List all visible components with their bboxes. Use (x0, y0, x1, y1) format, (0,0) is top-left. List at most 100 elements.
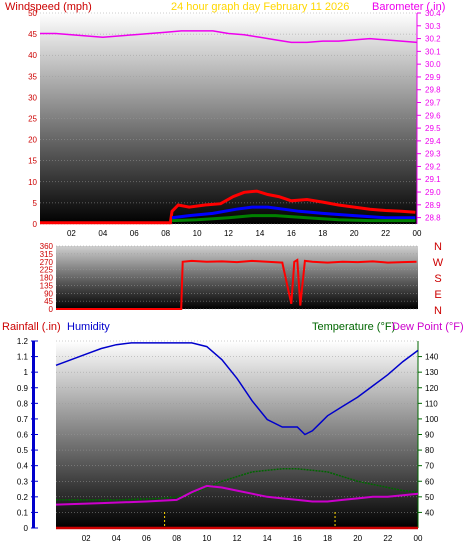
y-left-tick-label: 15 (28, 157, 37, 166)
x-tick-label: 14 (263, 534, 272, 543)
y-right-tick-label: 70 (425, 462, 434, 471)
y-right-tick-label: 30.4 (425, 9, 441, 18)
y-right-tick-label: 29.7 (425, 99, 441, 108)
y-right-tick-label: 80 (425, 446, 434, 455)
y-right-tick-label: 30.0 (425, 60, 441, 69)
x-tick-label: 08 (172, 534, 181, 543)
x-tick-label: 14 (255, 229, 264, 238)
y-right-tick-label: 29.5 (425, 124, 441, 133)
y-right-tick-label: 28.8 (425, 214, 441, 223)
rainfall-axis-label: Rainfall (.in) (2, 321, 61, 333)
y-tick-label: 315 (40, 250, 54, 259)
x-tick-label: 12 (233, 534, 242, 543)
y-right-tick-label: 29.0 (425, 188, 441, 197)
y-tick-label: 135 (40, 281, 54, 290)
compass-label: W (433, 257, 444, 269)
dewpoint-axis-label: Dew Point (°F) (392, 321, 464, 333)
y-right-tick-label: 29.6 (425, 111, 441, 120)
y-right-tick-label: 100 (425, 415, 439, 424)
x-tick-label: 06 (142, 534, 151, 543)
y-right-tick-label: 28.9 (425, 201, 441, 210)
wind-series-line (171, 205, 416, 220)
windspeed-axis-label: Windspeed (mph) (5, 1, 92, 13)
humidity-line (55, 342, 419, 436)
y-right-tick-label: 29.3 (425, 150, 441, 159)
x-tick-label: 16 (293, 534, 302, 543)
y-left-tick-label: 25 (28, 115, 37, 124)
y-left-tick-label: 0.6 (17, 431, 29, 440)
x-tick-label: 02 (82, 534, 91, 543)
rain-scale-bar (32, 341, 35, 528)
y-left-tick-label: 30 (28, 93, 37, 102)
compass-label: N (434, 305, 442, 317)
wind-chart-area (40, 13, 417, 224)
wind-direction-line (56, 258, 417, 310)
y-right-tick-label: 40 (425, 508, 434, 517)
x-tick-label: 16 (287, 229, 296, 238)
y-left-tick-label: 5 (33, 199, 38, 208)
y-right-tick-label: 29.9 (425, 73, 441, 82)
y-tick-label: 45 (44, 297, 53, 306)
y-left-tick-label: 10 (28, 178, 37, 187)
x-tick-label: 12 (224, 229, 233, 238)
x-tick-label: 06 (130, 229, 139, 238)
barometer-line (40, 30, 418, 44)
x-tick-label: 00 (413, 229, 422, 238)
y-tick-label: 180 (40, 274, 54, 283)
y-left-tick-label: 0.4 (17, 462, 29, 471)
y-tick-label: 0 (49, 305, 54, 314)
y-left-tick-label: 0.5 (17, 446, 29, 455)
dewpoint-line (55, 484, 419, 506)
y-left-tick-label: 0.7 (17, 415, 29, 424)
y-right-tick-label: 29.4 (425, 137, 441, 146)
y-right-tick-label: 90 (425, 431, 434, 440)
y-left-tick-label: 1.1 (17, 353, 29, 362)
barometer-axis-label: Barometer (.in) (372, 1, 445, 13)
y-right-tick-label: 29.2 (425, 162, 441, 171)
y-right-tick-label: 30.2 (425, 35, 441, 44)
y-tick-label: 270 (40, 258, 54, 267)
y-right-tick-label: 60 (425, 477, 434, 486)
x-tick-label: 08 (161, 229, 170, 238)
y-tick-label: 225 (40, 266, 54, 275)
temperature-line (56, 468, 419, 501)
y-right-tick-label: 29.1 (425, 175, 441, 184)
compass-label: E (434, 289, 441, 301)
temperature-axis-label: Temperature (°F) (312, 321, 395, 333)
y-left-tick-label: 40 (28, 51, 37, 60)
x-tick-label: 22 (381, 229, 390, 238)
x-tick-label: 18 (318, 229, 327, 238)
x-tick-label: 20 (350, 229, 359, 238)
wind-series-line (171, 214, 416, 223)
y-left-tick-label: 0.1 (17, 508, 29, 517)
x-tick-label: 20 (353, 534, 362, 543)
y-left-tick-label: 0 (24, 524, 29, 533)
y-tick-label: 90 (44, 289, 53, 298)
y-left-tick-label: 0.2 (17, 493, 29, 502)
x-tick-label: 10 (193, 229, 202, 238)
y-left-tick-label: 35 (28, 72, 37, 81)
compass-label: S (434, 273, 441, 285)
x-tick-label: 04 (112, 534, 121, 543)
chart-title: 24 hour graph day February 11 2026 (171, 1, 349, 13)
y-tick-label: 360 (40, 242, 54, 251)
y-left-tick-label: 0.9 (17, 384, 29, 393)
x-tick-label: 18 (323, 534, 332, 543)
y-left-tick-label: 50 (28, 9, 37, 18)
x-tick-label: 22 (383, 534, 392, 543)
y-left-tick-label: 45 (28, 30, 37, 39)
y-left-tick-label: 1 (24, 368, 29, 377)
wind-series-line (40, 189, 416, 225)
y-left-tick-label: 20 (28, 136, 37, 145)
y-right-tick-label: 50 (425, 493, 434, 502)
y-right-tick-label: 130 (425, 368, 439, 377)
x-tick-label: 02 (67, 229, 76, 238)
y-right-tick-label: 30.1 (425, 47, 441, 56)
y-right-tick-label: 30.3 (425, 22, 441, 31)
x-tick-label: 04 (98, 229, 107, 238)
x-tick-label: 00 (414, 534, 423, 543)
y-right-tick-label: 120 (425, 384, 439, 393)
y-left-tick-label: 0 (33, 220, 38, 229)
